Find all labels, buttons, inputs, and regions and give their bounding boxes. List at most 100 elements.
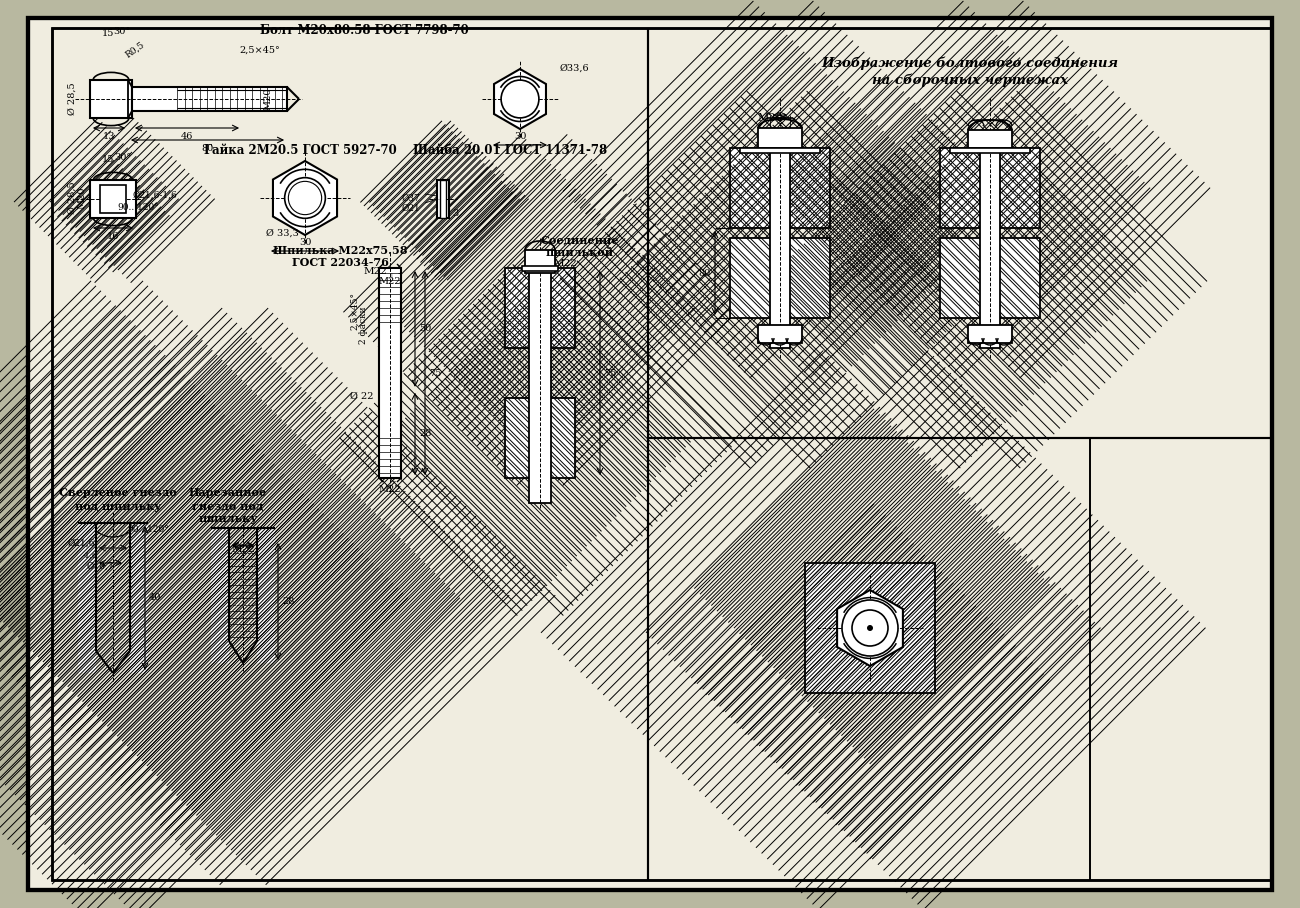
Bar [731,148,770,228]
Text: Соединение: Соединение [541,234,619,245]
Circle shape [867,625,874,631]
Text: 28: 28 [282,597,294,606]
Bar [805,563,935,693]
Bar [950,148,1030,153]
Bar [790,238,829,318]
Text: M22: M22 [378,486,402,495]
Text: Ø21: Ø21 [402,203,420,212]
Bar [504,268,575,348]
Bar [100,185,126,213]
Bar [439,180,446,218]
Text: 3: 3 [452,209,458,218]
Bar [504,398,529,478]
Text: 15: 15 [101,28,114,37]
Text: шпилькой: шпилькой [546,248,614,259]
Circle shape [852,610,888,646]
Text: -1,6: -1,6 [82,551,98,559]
Bar [551,398,575,478]
Bar [525,250,555,273]
Bar [968,130,1011,148]
Bar [731,238,829,318]
Text: 50: 50 [419,324,432,333]
Bar [78,523,96,673]
Bar [968,325,1011,343]
Text: Шайба 20.01 ГОСТ 11371-78: Шайба 20.01 ГОСТ 11371-78 [413,143,607,156]
Bar [940,148,1040,228]
Bar [446,180,448,218]
Bar [130,523,148,673]
Text: |: | [390,272,391,278]
Bar [829,666,910,693]
Text: 2 фаски: 2 фаски [359,306,368,344]
Text: Ø18,7: Ø18,7 [86,561,114,570]
Text: ГОСТ 22034-76: ГОСТ 22034-76 [291,258,389,269]
Text: 75: 75 [429,369,442,378]
Text: 80: 80 [202,144,213,153]
Text: Ø 28,5: Ø 28,5 [68,83,77,115]
Text: M20: M20 [78,187,87,209]
Bar [740,148,820,153]
Text: M20: M20 [264,88,273,110]
Bar [940,148,980,228]
Text: 15: 15 [101,155,114,164]
Text: M22: M22 [378,277,402,285]
Text: Ø21,6-1,6: Ø21,6-1,6 [133,191,177,200]
Bar [758,128,802,148]
Bar [790,148,829,228]
Text: R0,5: R0,5 [124,40,147,60]
Text: 2,5×45°: 2,5×45° [239,45,281,54]
Polygon shape [837,590,904,666]
Text: Ø37: Ø37 [402,193,420,202]
Text: гнездо под: гнездо под [192,500,264,511]
Text: Ø 33,3: Ø 33,3 [265,229,299,238]
Text: 46: 46 [181,132,194,141]
Bar [805,563,832,693]
Bar [90,180,100,218]
Text: 30°: 30° [113,26,130,35]
Circle shape [842,600,898,656]
Text: 75: 75 [604,369,616,378]
Text: шпильку: шпильку [199,514,257,525]
Text: на сборочных чертежах: на сборочных чертежах [872,74,1069,87]
Bar [437,180,439,218]
Text: M22: M22 [363,268,387,277]
Text: под шпильку: под шпильку [75,500,161,511]
Text: 90...120°: 90...120° [127,526,169,535]
Text: Сверленое гнездо: Сверленое гнездо [58,488,177,498]
Bar [910,563,937,693]
Bar [523,266,558,271]
Text: Болт М20х80.58 ГОСТ 7798-70: Болт М20х80.58 ГОСТ 7798-70 [260,24,469,36]
Bar [770,148,790,348]
Bar [940,238,980,318]
Bar [257,528,276,663]
Text: Гайка 2М20.5 ГОСТ 5927-70: Гайка 2М20.5 ГОСТ 5927-70 [204,143,396,156]
Bar [211,528,229,663]
Text: 30: 30 [514,132,526,141]
Bar [529,255,551,503]
Bar [504,268,529,348]
Text: 30: 30 [299,238,311,247]
Text: 80: 80 [699,269,711,278]
Text: 16: 16 [107,232,120,241]
Text: 2,5×45°: 2,5×45° [351,292,360,330]
Bar [731,238,770,318]
Text: Ø33,6: Ø33,6 [560,64,590,73]
Bar [437,180,448,218]
Text: Ø 28,5: Ø 28,5 [68,182,77,214]
Text: Нарезанное: Нарезанное [188,488,266,498]
Circle shape [289,182,321,214]
Bar [90,80,133,118]
Text: Изображение болтового соединения: Изображение болтового соединения [822,56,1118,70]
Polygon shape [494,69,546,129]
Polygon shape [273,161,337,235]
Text: 13: 13 [103,132,116,141]
Text: M22: M22 [552,259,577,268]
Bar [940,238,1040,318]
Bar [100,213,126,218]
Circle shape [285,178,325,218]
Bar [126,180,136,218]
Text: Шпилька М22х75.58: Шпилька М22х75.58 [273,244,407,255]
Bar [758,325,802,343]
Text: M22: M22 [231,546,255,555]
Bar [380,268,400,478]
